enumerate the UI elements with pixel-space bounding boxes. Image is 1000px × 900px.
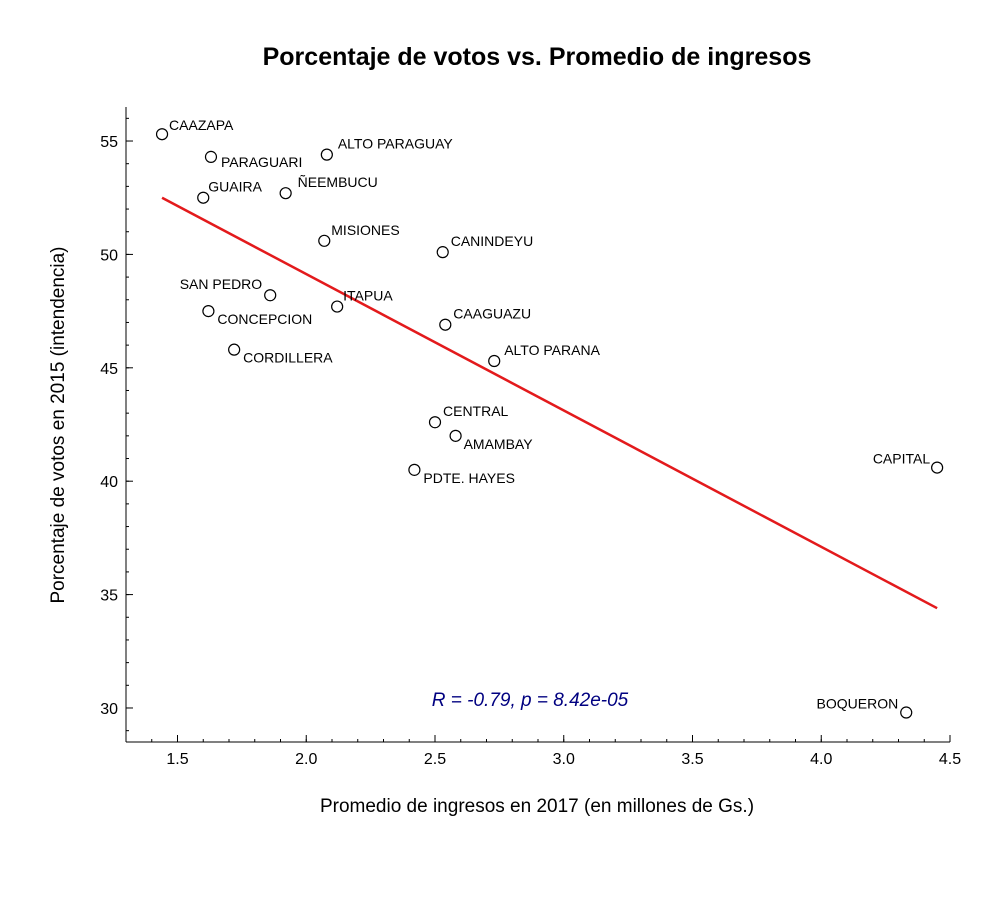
y-tick-label: 55 (100, 134, 118, 151)
point-label: AMAMBAY (464, 436, 534, 452)
data-point (320, 148, 333, 161)
point-label: BOQUERON (817, 696, 899, 712)
point-label: ALTO PARANA (504, 342, 600, 358)
chart-title: Porcentaje de votos vs. Promedio de ingr… (263, 43, 812, 71)
data-point (449, 429, 462, 442)
point-label: GUAIRA (208, 179, 262, 195)
x-tick-label: 3.5 (681, 751, 703, 768)
data-point (318, 234, 331, 247)
point-label: CONCEPCION (217, 311, 312, 327)
regression-layer (161, 196, 938, 610)
x-tick-label: 4.5 (939, 751, 961, 768)
point-label: CENTRAL (443, 403, 509, 419)
correlation-annotation: R = -0.79, p = 8.42e-05 (432, 690, 629, 711)
data-point (279, 187, 292, 200)
data-point (408, 463, 421, 476)
point-label: CAPITAL (873, 451, 931, 467)
data-point (439, 318, 452, 331)
point-label: CAAGUAZU (453, 306, 531, 322)
data-point (331, 300, 344, 313)
data-point (264, 289, 277, 302)
data-point (155, 128, 169, 141)
x-tick-label: 2.0 (295, 751, 317, 768)
point-label: ALTO PARAGUAY (338, 136, 454, 152)
y-tick-label: 40 (100, 474, 118, 491)
point-label: PARAGUARI (221, 154, 302, 170)
y-tick-label: 50 (100, 247, 118, 264)
point-label: PDTE. HAYES (423, 470, 515, 486)
y-axis-label: Porcentaje de votos en 2015 (intendencia… (48, 246, 69, 603)
data-point (436, 246, 449, 259)
data-point (228, 343, 241, 356)
axes: 1.5 2.0 2.5 3.0 3.5 4.0 4.5 30 35 40 45 50 55 (100, 107, 961, 768)
x-tick-label: 4.0 (810, 751, 832, 768)
x-tick-label: 3.0 (553, 751, 575, 768)
point-label: CAAZAPA (169, 117, 234, 133)
data-point (488, 354, 501, 368)
data-point (931, 461, 944, 474)
data-point (197, 191, 210, 204)
y-tick-label: 35 (100, 588, 118, 605)
y-tick-label: 30 (100, 701, 118, 718)
point-label: ÑEEMBUCU (298, 174, 378, 190)
point-label: ITAPUA (343, 288, 393, 304)
points-layer: CAAZAPA PARAGUARI ALTO PARAGUAY GUAIRA ÑEEMB… (155, 117, 944, 719)
point-label: SAN PEDRO (180, 276, 263, 292)
regression-line (161, 196, 938, 610)
point-label: MISIONES (331, 222, 399, 238)
data-point (204, 150, 218, 163)
data-point (900, 706, 913, 719)
x-axis-label: Promedio de ingresos en 2017 (en millone… (320, 796, 754, 817)
x-tick-label: 2.5 (424, 751, 446, 768)
y-tick-label: 45 (100, 361, 118, 378)
point-label: CANINDEYU (451, 233, 533, 249)
point-label: CORDILLERA (243, 350, 333, 366)
data-point (202, 305, 215, 318)
x-tick-label: 1.5 (166, 751, 188, 768)
data-point (428, 416, 442, 429)
